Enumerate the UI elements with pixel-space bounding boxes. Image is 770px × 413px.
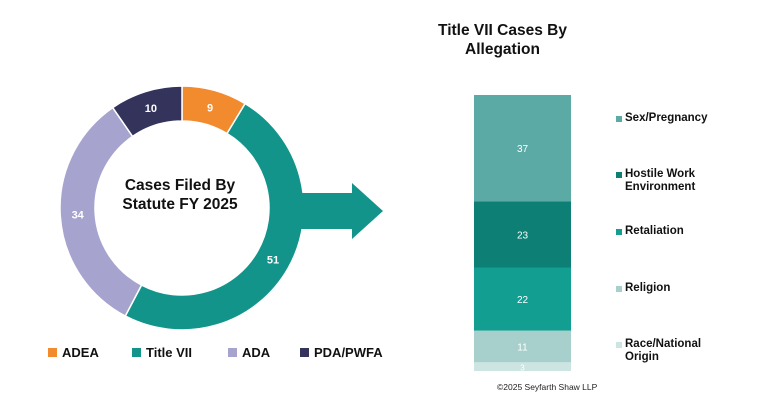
- legend-item-hostile-work-environment: Hostile Work Environment: [616, 168, 717, 194]
- legend-label-ada: ADA: [242, 345, 271, 360]
- bar-segment-hostile-work-environment: [474, 201, 571, 268]
- bar-label-retaliation: 22: [517, 295, 529, 306]
- legend-swatch-race-national-origin: [616, 342, 622, 348]
- bar-label-sex-pregnancy: 37: [517, 144, 529, 155]
- legend-swatch-adea: [48, 348, 57, 357]
- legend-swatch-hostile-work-environment: [616, 172, 622, 178]
- legend-swatch-pda-pwfa: [300, 348, 309, 357]
- legend-item-sex-pregnancy: Sex/Pregnancy: [616, 112, 725, 125]
- legend-item-retaliation: Retaliation: [616, 225, 725, 238]
- bar-label-hostile-work-environment: 23: [517, 230, 529, 241]
- legend-swatch-title-vii: [132, 348, 141, 357]
- donut-slice-ada: [59, 106, 143, 318]
- legend-swatch-religion: [616, 286, 622, 292]
- legend-label-pda-pwfa: PDA/PWFA: [314, 345, 383, 360]
- bar-segment-retaliation: [474, 267, 571, 331]
- legend-label-religion: Religion: [625, 282, 671, 294]
- bar-segment-religion: [474, 330, 571, 363]
- donut-label-pda-pwfa: 10: [145, 103, 157, 115]
- legend-label-hostile-work-environment: Hostile Work Environment: [625, 168, 696, 193]
- legend-label-race-national-origin: Race/National Origin: [625, 338, 702, 363]
- legend-swatch-retaliation: [616, 229, 622, 235]
- legend-label-sex-pregnancy: Sex/Pregnancy: [625, 112, 708, 124]
- stacked-bar-title: Title VII Cases By Allegation: [438, 22, 567, 58]
- copyright-text: ©2025 Seyfarth Shaw LLP: [497, 382, 598, 392]
- arrow-shape: [300, 183, 383, 239]
- legend-label-retaliation: Retaliation: [625, 225, 684, 237]
- legend-swatch-sex-pregnancy: [616, 116, 622, 122]
- legend-swatch-ada: [228, 348, 237, 357]
- donut-chart: 9 51 34 10: [59, 85, 305, 331]
- bar-segment-sex-pregnancy: [474, 95, 571, 202]
- donut-label-ada: 34: [72, 209, 85, 221]
- stacked-bar-chart: 37 23 22 11 3: [474, 95, 571, 373]
- donut-label-title-vii: 51: [267, 254, 279, 266]
- legend-item-pda-pwfa: PDA/PWFA: [300, 345, 383, 360]
- legend-item-title-vii: Title VII: [132, 345, 192, 360]
- legend-item-adea: ADEA: [48, 345, 99, 360]
- legend-item-religion: Religion: [616, 282, 725, 295]
- donut-slice-title-vii: [124, 102, 305, 331]
- donut-slice-pda-pwfa: [111, 85, 183, 138]
- bar-label-religion: 11: [517, 343, 528, 354]
- legend-item-ada: ADA: [228, 345, 270, 360]
- legend-label-title-vii: Title VII: [146, 345, 192, 360]
- donut-label-adea: 9: [207, 102, 213, 114]
- bar-segment-race-national-origin: [474, 362, 571, 371]
- legend-item-race-national-origin: Race/National Origin: [616, 338, 715, 364]
- donut-title: Cases Filed By Statute FY 2025: [122, 177, 238, 213]
- bar-label-race-national-origin: 3: [520, 364, 525, 373]
- legend-label-adea: ADEA: [62, 345, 99, 360]
